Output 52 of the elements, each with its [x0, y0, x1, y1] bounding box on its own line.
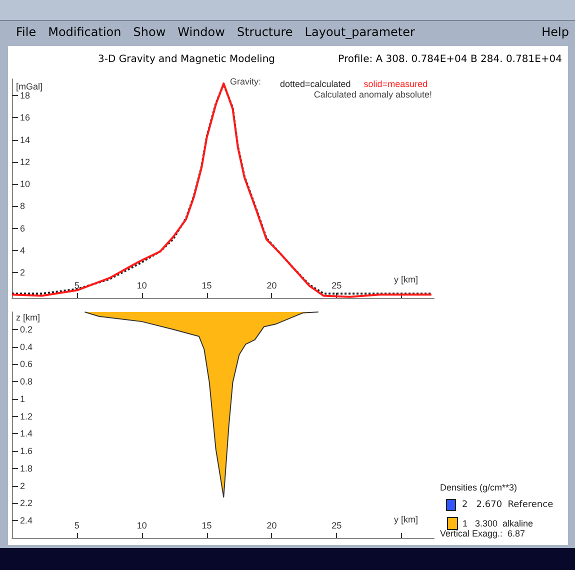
chart-subtitle: 3-D Gravity and Magnetic Modeling	[98, 54, 276, 64]
y-axis-title: z [km]	[16, 312, 40, 322]
x-tick-label: 10	[136, 280, 147, 290]
y-tick-label: 0.8	[20, 376, 33, 387]
legend-title: Gravity:	[230, 76, 262, 86]
x-tick-label: 5	[74, 280, 80, 290]
text: Structure	[236, 25, 293, 39]
y-tick-label: 1.2	[20, 411, 33, 422]
x-tick-label: 15	[202, 520, 212, 530]
x-axis-title: y [km]	[394, 514, 418, 524]
y-tick-label: 2.4	[20, 516, 33, 526]
y-tick-label: 2.2	[20, 498, 33, 508]
y-tick-label: 14	[20, 134, 30, 145]
y-tick-label: 2	[20, 268, 26, 278]
y-tick-label: 1	[20, 394, 26, 404]
y-tick-label: 1.8	[20, 463, 33, 474]
y-axis-title: [mGal]	[16, 82, 43, 92]
text: Vertical Exagg.: 6.87	[440, 528, 526, 538]
y-tick-label: 0.6	[20, 359, 33, 370]
text: Help	[542, 25, 569, 39]
text: Show	[133, 25, 166, 39]
annotation: Calculated anomaly absolute!	[314, 90, 432, 100]
text: File	[16, 25, 36, 39]
x-tick-label: 5	[74, 520, 80, 530]
y-tick-label: 2	[20, 480, 26, 491]
x-tick-label: 20	[266, 520, 277, 530]
x-axis-title: y [km]	[394, 274, 418, 284]
text: Profile: A 308. 0.784E+04 B 284. 0.781E+04	[338, 54, 562, 64]
y-tick-label: 6	[20, 223, 26, 234]
x-tick-label: 10	[136, 520, 147, 530]
y-tick-label: 0.4	[20, 342, 33, 352]
x-tick-label: 25	[332, 520, 342, 530]
x-tick-label: 20	[266, 280, 277, 290]
text: solid=measured	[364, 79, 428, 89]
y-tick-label: 1.6	[20, 446, 33, 456]
text: Window	[178, 25, 225, 39]
y-tick-label: 0.2	[20, 324, 33, 334]
text: Layout_parameter	[304, 25, 415, 39]
text: dotted=calculated	[280, 79, 351, 89]
legend-title: Densities (g/cm**3)	[440, 482, 518, 492]
y-tick-label: 12	[20, 156, 30, 167]
x-tick-label: 25	[332, 280, 342, 290]
text: 2 2.670 Reference	[462, 500, 554, 510]
x-tick-label: 15	[202, 280, 212, 290]
y-tick-label: 1.4	[20, 428, 33, 439]
legend-label: 1 3.300 alkaline	[462, 518, 534, 528]
y-tick-label: 4	[20, 245, 26, 256]
y-tick-label: 8	[20, 201, 26, 212]
y-tick-label: 16	[20, 112, 30, 123]
text: Modification	[48, 25, 122, 39]
y-tick-label: 18	[20, 90, 30, 101]
y-tick-label: 10	[20, 179, 30, 190]
